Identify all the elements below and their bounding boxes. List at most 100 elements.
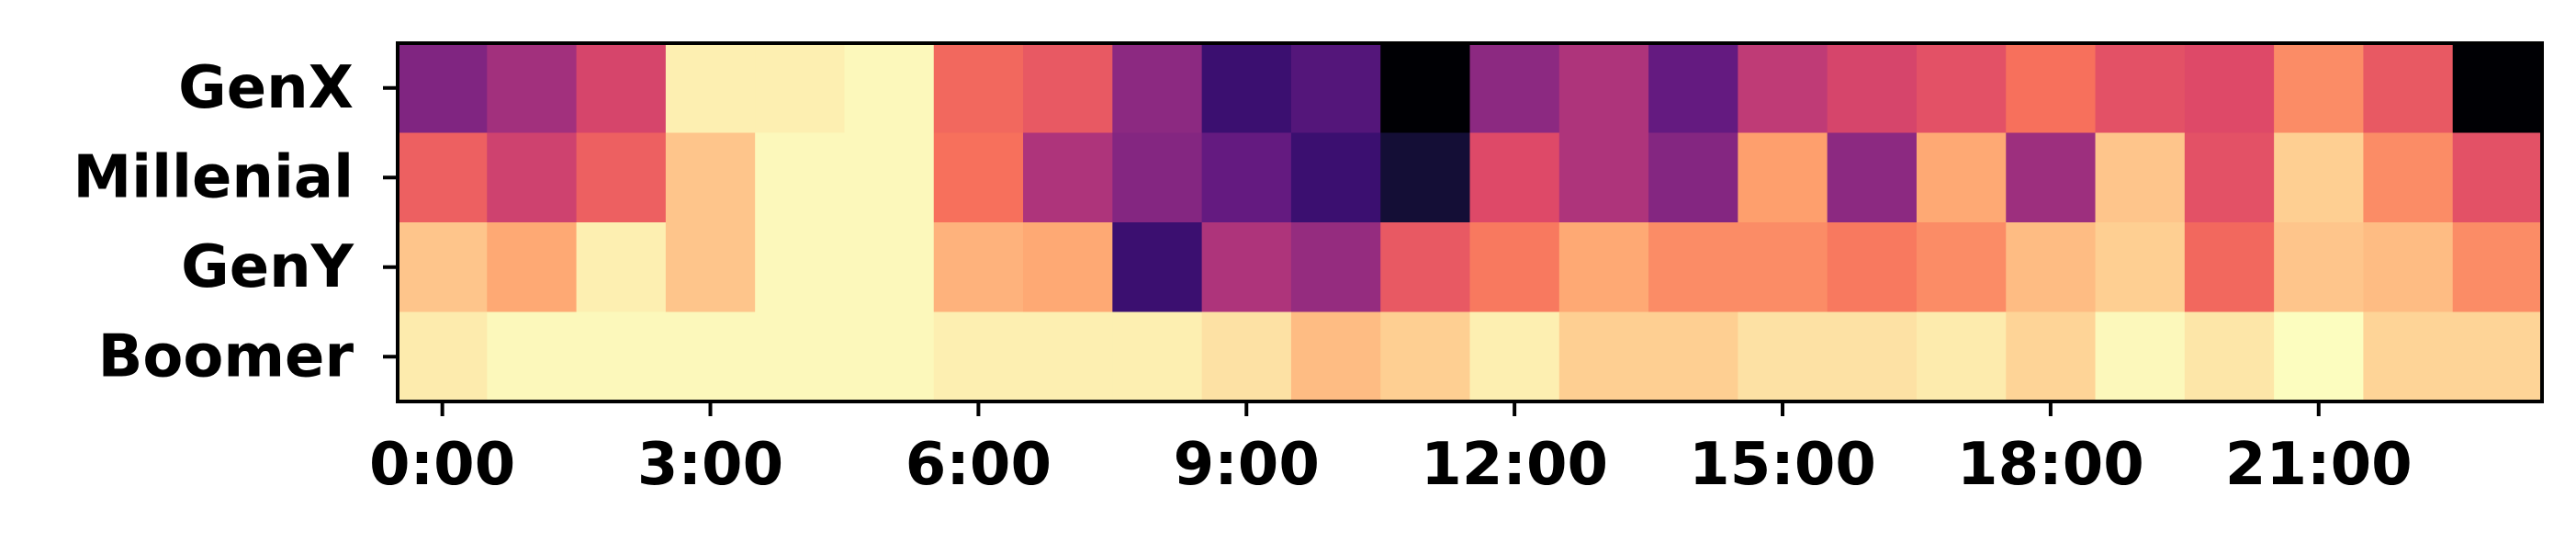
- heatmap-cell-boomer-5: [844, 311, 935, 402]
- heatmap-cell-millenial-17: [1916, 132, 2007, 223]
- heatmap-cell-genx-21: [2274, 43, 2365, 134]
- heatmap-cell-geny-12: [1469, 222, 1560, 313]
- heatmap-cell-boomer-9: [1201, 311, 1292, 402]
- heatmap-cell-geny-15: [1738, 222, 1828, 313]
- heatmap-cell-boomer-15: [1738, 311, 1828, 402]
- heatmap-cell-geny-16: [1827, 222, 1918, 313]
- heatmap-cell-geny-5: [844, 222, 935, 313]
- heatmap-cell-boomer-20: [2184, 311, 2275, 402]
- y-tick-label: Millenial: [73, 143, 354, 211]
- y-tick-label: GenX: [178, 54, 354, 122]
- heatmap-cell-millenial-13: [1558, 132, 1649, 223]
- heatmap-cell-millenial-18: [2006, 132, 2097, 223]
- heatmap-cell-genx-0: [398, 43, 488, 134]
- heatmap-cell-boomer-6: [933, 311, 1024, 402]
- heatmap-cell-geny-17: [1916, 222, 2007, 313]
- heatmap-cell-boomer-22: [2363, 311, 2454, 402]
- heatmap-cell-millenial-6: [933, 132, 1024, 223]
- heatmap-cell-geny-14: [1648, 222, 1738, 313]
- heatmap-cell-genx-10: [1290, 43, 1381, 134]
- heatmap-cell-millenial-7: [1023, 132, 1113, 223]
- heatmap-cell-genx-3: [665, 43, 756, 134]
- heatmap-cell-genx-23: [2452, 43, 2543, 134]
- heatmap-cell-genx-1: [487, 43, 578, 134]
- heatmap-cell-genx-6: [933, 43, 1024, 134]
- heatmap-cell-boomer-14: [1648, 311, 1738, 402]
- x-tick-label: 12:00: [1421, 431, 1608, 499]
- heatmap-cell-boomer-19: [2095, 311, 2186, 402]
- heatmap-cell-boomer-2: [576, 311, 667, 402]
- heatmap-cell-geny-4: [755, 222, 846, 313]
- heatmap-cell-geny-11: [1380, 222, 1471, 313]
- heatmap-cell-millenial-23: [2452, 132, 2543, 223]
- heatmap-cell-boomer-10: [1290, 311, 1381, 402]
- heatmap-cell-geny-8: [1112, 222, 1203, 313]
- x-tick-label: 9:00: [1174, 431, 1320, 499]
- x-tick-label: 3:00: [637, 431, 783, 499]
- heatmap-cell-genx-7: [1023, 43, 1113, 134]
- heatmap-cell-millenial-16: [1827, 132, 1918, 223]
- heatmap-cell-geny-22: [2363, 222, 2454, 313]
- heatmap-cell-geny-0: [398, 222, 488, 313]
- heatmap-cell-genx-9: [1201, 43, 1292, 134]
- heatmap-cell-boomer-16: [1827, 311, 1918, 402]
- heatmap-cell-boomer-4: [755, 311, 846, 402]
- heatmap-cell-boomer-11: [1380, 311, 1471, 402]
- x-tick-label: 18:00: [1957, 431, 2144, 499]
- heatmap-cell-genx-8: [1112, 43, 1203, 134]
- heatmap-cell-millenial-1: [487, 132, 578, 223]
- y-tick-label: Boomer: [98, 322, 354, 390]
- heatmap-cell-genx-16: [1827, 43, 1918, 134]
- heatmap-cell-genx-18: [2006, 43, 2097, 134]
- heatmap-cell-genx-11: [1380, 43, 1471, 134]
- heatmap-cell-millenial-9: [1201, 132, 1292, 223]
- heatmap-cell-geny-21: [2274, 222, 2365, 313]
- heatmap-cell-boomer-13: [1558, 311, 1649, 402]
- heatmap-cell-millenial-22: [2363, 132, 2454, 223]
- heatmap-cell-boomer-12: [1469, 311, 1560, 402]
- heatmap-cell-boomer-21: [2274, 311, 2365, 402]
- x-axis: 0:00 3:00 6:00 9:00 12:00 15:00 18:00 21:00: [369, 401, 2413, 499]
- heatmap-cell-genx-4: [755, 43, 846, 134]
- heatmap-cell-genx-19: [2095, 43, 2186, 134]
- heatmap-cell-genx-2: [576, 43, 667, 134]
- heatmap-cell-millenial-11: [1380, 132, 1471, 223]
- plot-frame: [396, 41, 2544, 403]
- heatmap-cell-millenial-4: [755, 132, 846, 223]
- heatmap-cell-geny-9: [1201, 222, 1292, 313]
- heatmap-cell-millenial-15: [1738, 132, 1828, 223]
- heatmap-cell-geny-6: [933, 222, 1024, 313]
- heatmap-cell-millenial-8: [1112, 132, 1203, 223]
- heatmap-cell-boomer-8: [1112, 311, 1203, 402]
- heatmap-cell-boomer-23: [2452, 311, 2543, 402]
- heatmap-cell-geny-20: [2184, 222, 2275, 313]
- heatmap-cell-millenial-2: [576, 132, 667, 223]
- y-tick-label: GenY: [181, 233, 354, 301]
- heatmap-cell-millenial-14: [1648, 132, 1738, 223]
- heatmap-cell-geny-10: [1290, 222, 1381, 313]
- heatmap-cell-genx-5: [844, 43, 935, 134]
- heatmap-cells: [398, 43, 2543, 402]
- heatmap-cell-geny-3: [665, 222, 756, 313]
- heatmap-cell-millenial-3: [665, 132, 756, 223]
- heatmap-cell-geny-19: [2095, 222, 2186, 313]
- heatmap-cell-geny-1: [487, 222, 578, 313]
- heatmap-cell-genx-17: [1916, 43, 2007, 134]
- heatmap-cell-boomer-18: [2006, 311, 2097, 402]
- heatmap-cell-genx-15: [1738, 43, 1828, 134]
- heatmap-cell-millenial-10: [1290, 132, 1381, 223]
- heatmap-cell-genx-20: [2184, 43, 2275, 134]
- heatmap-cell-boomer-1: [487, 311, 578, 402]
- heatmap-cell-genx-13: [1558, 43, 1649, 134]
- heatmap-cell-millenial-5: [844, 132, 935, 223]
- heatmap-cell-geny-7: [1023, 222, 1113, 313]
- heatmap-cell-geny-23: [2452, 222, 2543, 313]
- heatmap-cell-boomer-0: [398, 311, 488, 402]
- heatmap-cell-geny-18: [2006, 222, 2097, 313]
- heatmap-cell-millenial-12: [1469, 132, 1560, 223]
- x-tick-label: 15:00: [1689, 431, 1876, 499]
- heatmap-cell-boomer-17: [1916, 311, 2007, 402]
- heatmap-cell-geny-2: [576, 222, 667, 313]
- heatmap-cell-boomer-3: [665, 311, 756, 402]
